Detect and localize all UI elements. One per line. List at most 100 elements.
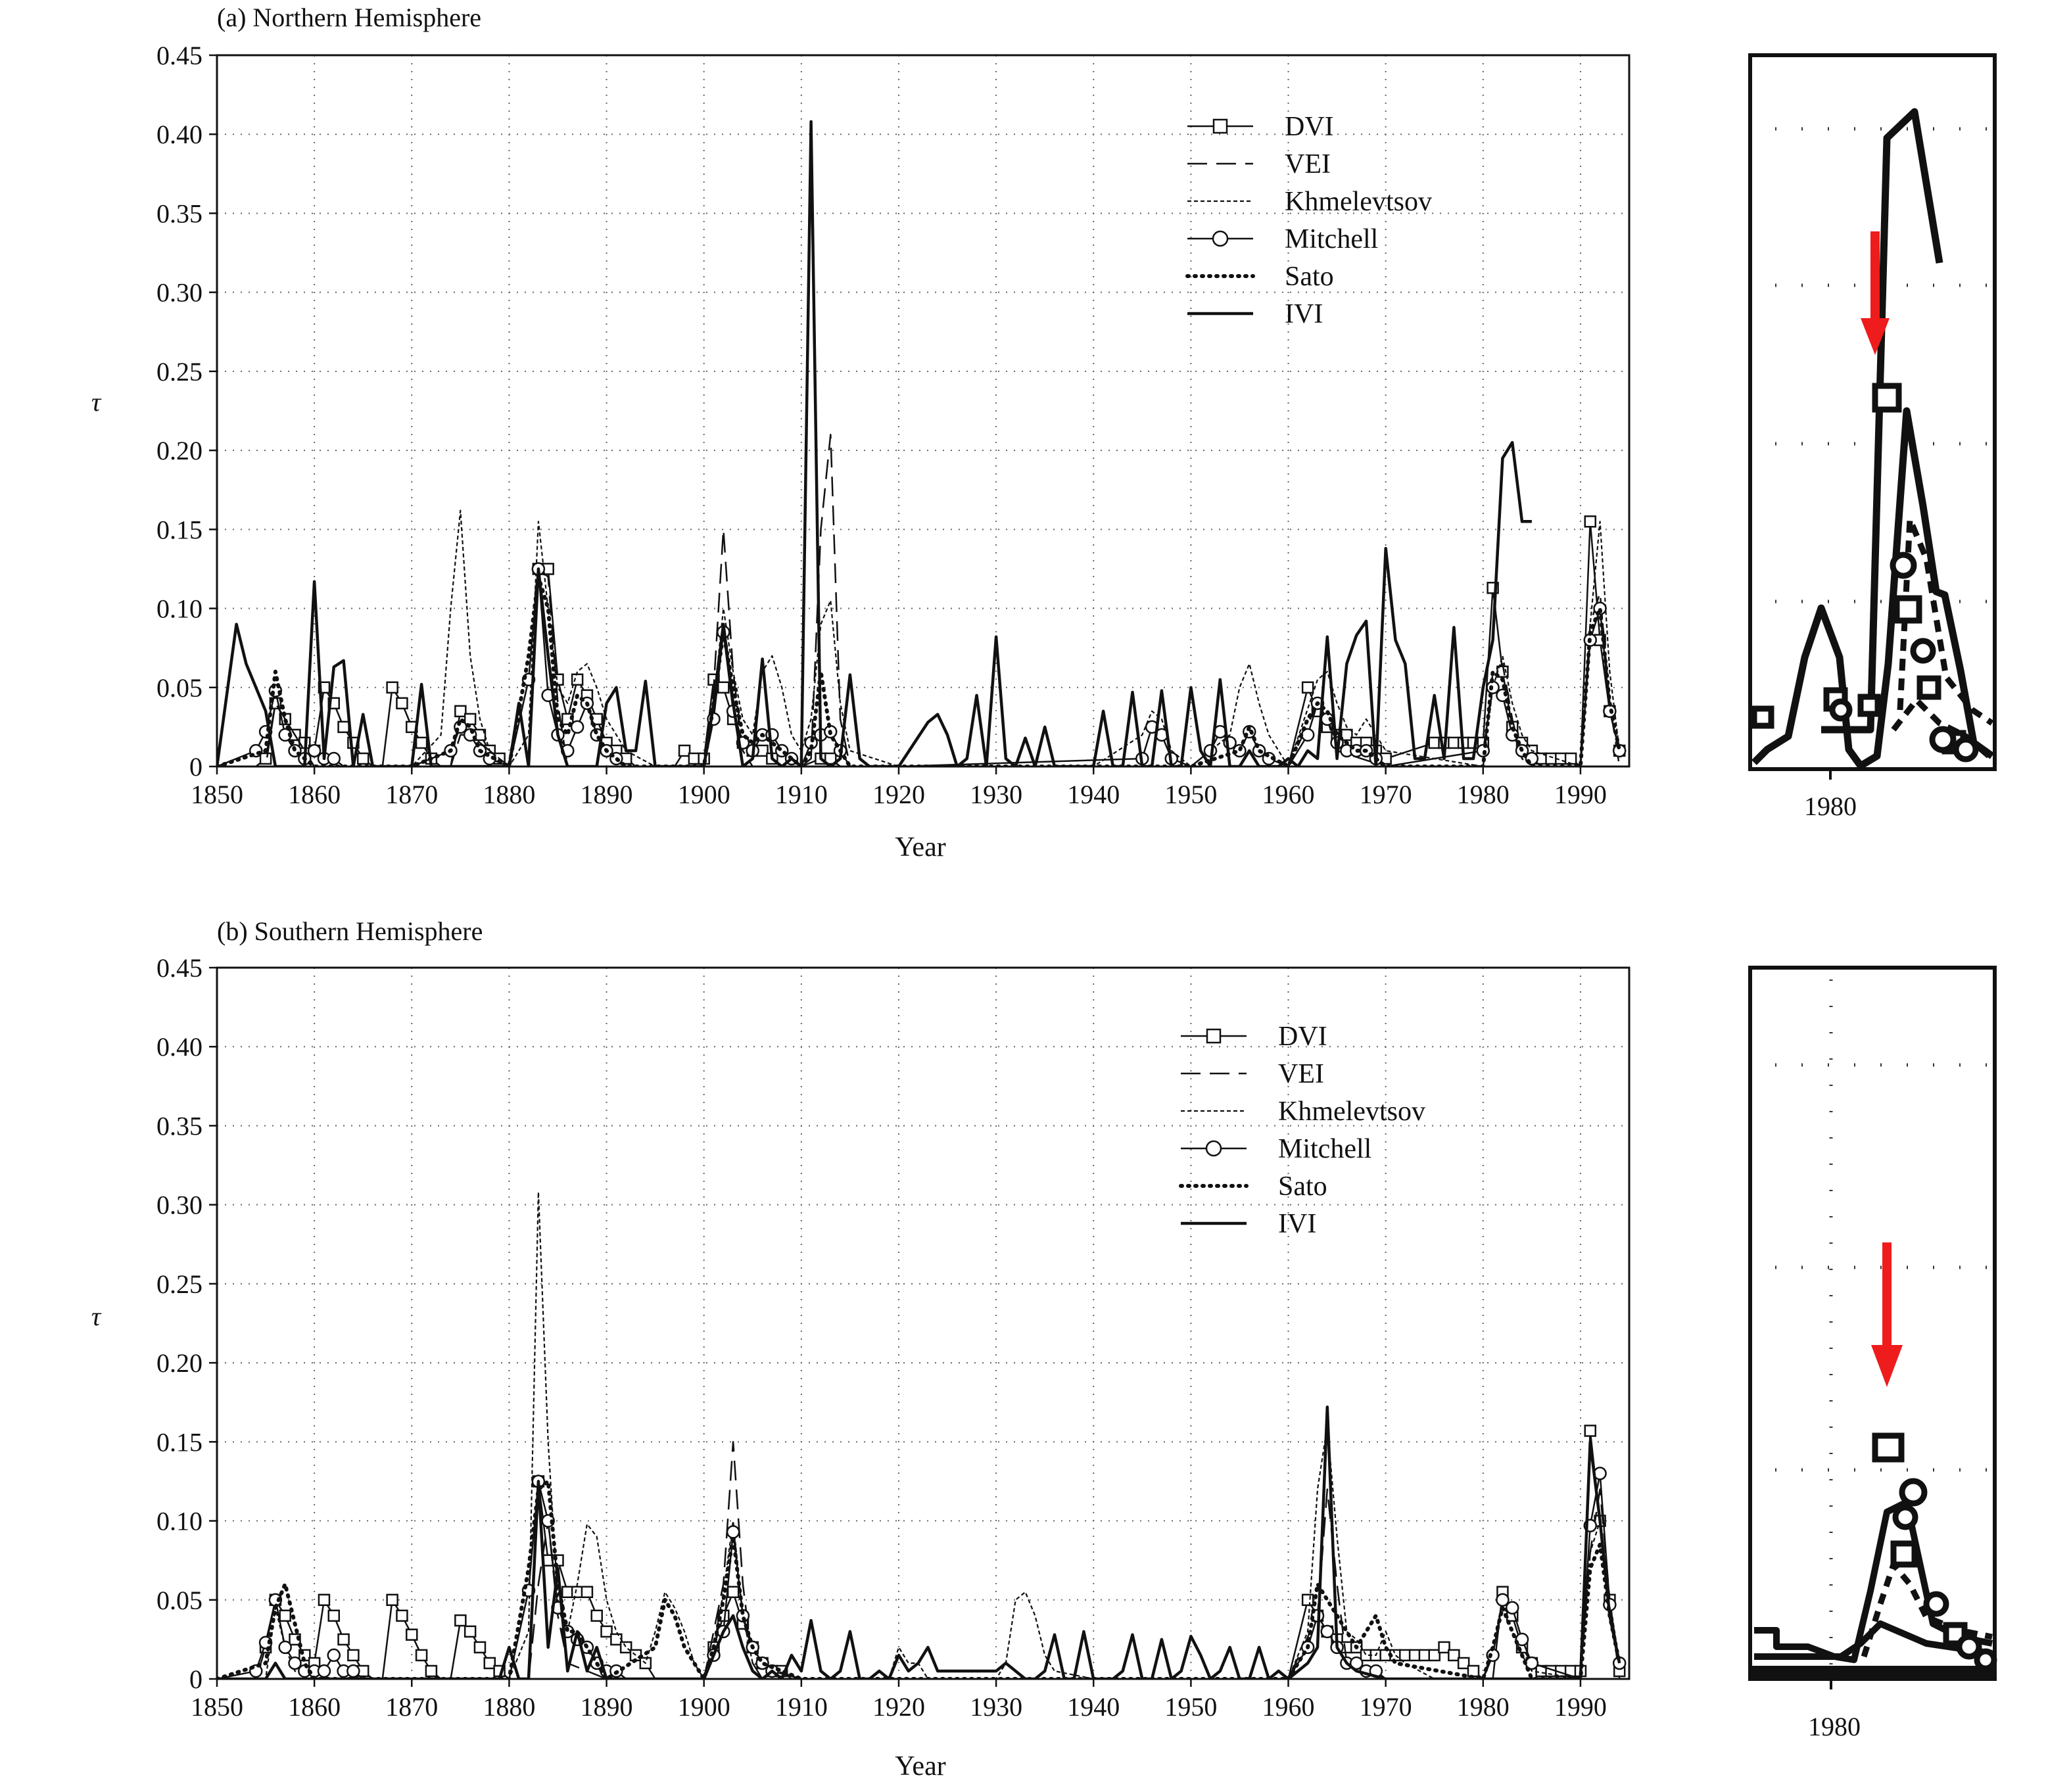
panel-b-line-ivi bbox=[217, 1405, 1621, 1679]
panel-b-point-dvi bbox=[726, 1586, 740, 1599]
panel-b-legend-label: IVI bbox=[1278, 1209, 1316, 1239]
panel-b-xtick-label: 1880 bbox=[483, 1692, 535, 1722]
panel-b-legend-label: DVI bbox=[1278, 1022, 1327, 1052]
panel-b-axes-frame bbox=[216, 966, 1631, 1680]
inset-b-markers bbox=[1872, 1432, 1997, 1672]
panel-a-point-mitchell bbox=[327, 751, 341, 766]
panel-a-series bbox=[217, 120, 1627, 766]
panel-a-xtick-label: 1980 bbox=[1457, 780, 1510, 809]
panel-b-point-dvi bbox=[318, 1593, 331, 1607]
panel-a-xtick-label: 1860 bbox=[288, 780, 341, 809]
panel-b-xlabel: Year bbox=[895, 1751, 945, 1781]
inset-b-red-arrow bbox=[1871, 1242, 1903, 1387]
panel-a-point-dvi bbox=[386, 681, 398, 694]
panel-a-legend-item-khmelevtsov: Khmelevtsov bbox=[1187, 187, 1432, 217]
inset-b-baseline bbox=[1752, 1666, 1993, 1678]
panel-a-axes-frame bbox=[216, 54, 1631, 768]
panel-a-point-dvi bbox=[464, 713, 477, 726]
panel-b-xtick-label: 1850 bbox=[191, 1692, 243, 1722]
panel-b-point-dvi bbox=[1438, 1641, 1450, 1654]
panel-b-point-mitchell bbox=[1515, 1632, 1529, 1647]
panel-a-legend-label: Mitchell bbox=[1285, 224, 1378, 254]
panel-b-legend-item-ivi: IVI bbox=[1181, 1209, 1316, 1239]
panel-b-point-dvi bbox=[386, 1593, 398, 1607]
panel-a-xtick-label: 1900 bbox=[678, 780, 730, 809]
panel-a-point-dvi bbox=[396, 697, 408, 710]
panel-b-ytick-label: 0.40 bbox=[156, 1032, 202, 1062]
panel-b-legend-item-dvi: DVI bbox=[1181, 1022, 1327, 1052]
panel-a-xtick-label: 1960 bbox=[1262, 780, 1315, 809]
panel-b-legend-label: Khmelevtsov bbox=[1278, 1096, 1425, 1127]
panel-a-legend-item-dvi: DVI bbox=[1187, 112, 1334, 142]
panel-b-legend-item-vei: VEI bbox=[1181, 1059, 1324, 1089]
panel-a-legend-marker bbox=[1212, 230, 1229, 247]
panel-b-point-dvi bbox=[1457, 1657, 1470, 1670]
panel-a-ytick-label: 0.15 bbox=[156, 515, 202, 544]
inset-a-markers bbox=[1751, 383, 1979, 763]
panel-b-point-dvi bbox=[483, 1657, 496, 1670]
panel-a-point-dvi bbox=[1564, 752, 1577, 765]
panel-a-ytick-label: 0.05 bbox=[156, 673, 202, 703]
plot-area-a: 1850 1860 1870 1880 1890 1900 1910 1920 1930 1940… bbox=[156, 41, 1631, 809]
panel-b-point-mitchell bbox=[278, 1640, 292, 1655]
panel-a-ytick-label: 0.20 bbox=[156, 436, 202, 465]
panel-b-legend-label: Sato bbox=[1278, 1171, 1327, 1202]
panel-b-ytick-label: 0.10 bbox=[156, 1507, 202, 1536]
inset-a-tick-label: 1980 bbox=[1804, 791, 1857, 821]
panel-a-ytick-label: 0.35 bbox=[156, 199, 202, 228]
panel-a-legend-label: Khmelevtsov bbox=[1285, 187, 1432, 217]
panel-b-legend-item-mitchell: Mitchell bbox=[1181, 1134, 1371, 1164]
panel-b-ytick-label: 0.35 bbox=[156, 1111, 202, 1141]
panel-b-point-mitchell bbox=[288, 1656, 302, 1670]
plot-area-b: 1850 1860 1870 1880 1890 1900 1910 1920 1930 1940… bbox=[156, 953, 1631, 1722]
panel-b-point-mitchell bbox=[1505, 1601, 1519, 1615]
panel-a-xtick-label: 1990 bbox=[1554, 780, 1607, 809]
panel-b-ytick-label: 0.25 bbox=[156, 1269, 202, 1299]
panel-a-xtick-label: 1940 bbox=[1067, 780, 1120, 809]
panel-b-ytick-label: 0.20 bbox=[156, 1348, 202, 1378]
panel-a-legend-label: VEI bbox=[1285, 149, 1331, 179]
panel-b-xtick-label: 1940 bbox=[1067, 1692, 1120, 1722]
panel-a-point-dvi bbox=[571, 673, 584, 686]
legend-a: DVI VEI Khmelevtsov Mitchell Sato IVI bbox=[1185, 112, 1432, 329]
panel-b-point-dvi bbox=[337, 1633, 350, 1646]
panel-a-point-dvi bbox=[678, 744, 691, 757]
inset-b-tick-label: 1980 bbox=[1808, 1712, 1861, 1741]
panel-b-point-dvi bbox=[1584, 1425, 1596, 1437]
panel-b-line-dvi bbox=[217, 1430, 1621, 1679]
panel-b-point-dvi bbox=[406, 1628, 418, 1641]
panel-b-legend-marker bbox=[1206, 1028, 1222, 1044]
panel-b-title: (b) Southern Hemisphere bbox=[217, 916, 483, 946]
panel-a-legend-item-vei: VEI bbox=[1187, 149, 1331, 179]
panel-b-point-dvi bbox=[347, 1649, 360, 1662]
panel-b-legend-label: Mitchell bbox=[1278, 1134, 1371, 1164]
panel-b-xtick-label: 1870 bbox=[385, 1692, 438, 1722]
panel-a-xtick-label: 1890 bbox=[581, 780, 633, 809]
panel-b-point-mitchell bbox=[317, 1664, 331, 1678]
panel-b-xtick-label: 1980 bbox=[1457, 1692, 1510, 1722]
panel-a-point-dvi bbox=[1341, 728, 1353, 742]
legend-b: DVI VEI Khmelevtsov Mitchell Sato IVI bbox=[1179, 1022, 1425, 1239]
panel-b-point-dvi bbox=[1448, 1649, 1460, 1662]
panel-a-xtick-label: 1970 bbox=[1360, 780, 1412, 809]
panel-b-point-dvi bbox=[464, 1625, 477, 1638]
panel-a-xtick-label: 1950 bbox=[1164, 780, 1217, 809]
panel-a-legend-item-mitchell: Mitchell bbox=[1187, 224, 1378, 254]
panel-a-line-vei bbox=[217, 433, 1621, 766]
panel-b-ytick-label: 0.45 bbox=[156, 953, 202, 983]
panel-b-xtick-label: 1920 bbox=[872, 1692, 925, 1722]
panel-b-point-dvi bbox=[396, 1609, 408, 1622]
panel-a-ytick-label: 0.40 bbox=[156, 120, 202, 149]
panel-b-point-dvi bbox=[327, 1609, 341, 1622]
panel-b-xtick-label: 1860 bbox=[288, 1692, 341, 1722]
panel-a-xtick-label: 1920 bbox=[872, 780, 925, 809]
panel-a-xlabel: Year bbox=[895, 832, 945, 862]
panel-b-xtick-label: 1890 bbox=[581, 1692, 633, 1722]
inset-a-ivi-series bbox=[1751, 108, 1995, 770]
panel-b-grid bbox=[217, 968, 1629, 1679]
panel-b-point-mitchell bbox=[726, 1525, 740, 1539]
panel-b-point-dvi bbox=[415, 1649, 428, 1662]
panel-a-point-mitchell bbox=[307, 743, 321, 758]
panel-a-point-dvi bbox=[824, 752, 837, 765]
panel-b-legend-marker bbox=[1205, 1140, 1222, 1157]
